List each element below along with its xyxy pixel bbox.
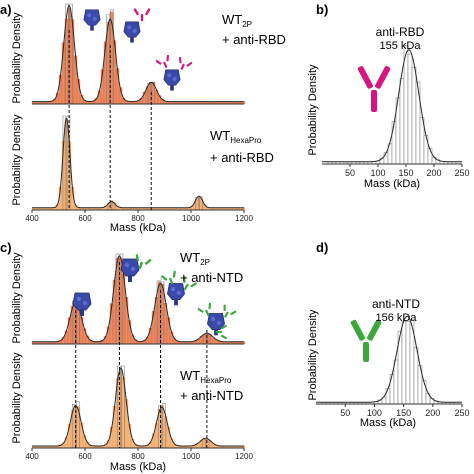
ylabel-a-top: Probability Density [11, 12, 23, 104]
antibody-icon [197, 302, 211, 316]
histogram-bar-d [389, 374, 395, 405]
x-tick-label-d-200: 200 [425, 408, 440, 418]
spike-protein-icon [163, 69, 181, 91]
antibody-icon [161, 270, 176, 285]
histogram-bar-b [399, 78, 405, 165]
histogram-bar-c-bottom [202, 438, 207, 449]
panel-label-c: c) [0, 240, 12, 255]
fit-curve-a-top [32, 4, 244, 103]
title-d: anti-NTD [372, 297, 420, 311]
x-tick-label-a-bottom-1200: 1200 [235, 214, 253, 223]
xlabel-d: Mass (kDa) [360, 417, 416, 429]
histogram-bar-a-bottom [64, 120, 69, 211]
x-tick-label-a-bottom-1000: 1000 [182, 214, 200, 223]
xlabel-b: Mass (kDa) [364, 178, 420, 190]
spike-protein-icon [167, 283, 185, 306]
x-tick-label-d-100: 100 [367, 408, 382, 418]
xlabel-c: Mass (kDa) [110, 461, 166, 473]
fit-curve-d [316, 315, 462, 403]
annotation-c-bottom-line1: WTHexaPro [180, 368, 232, 385]
histogram-bar-b [391, 121, 397, 165]
antibody-icon [179, 56, 193, 70]
histogram-bar-b [411, 66, 417, 165]
ylabel-d: Probability Density [307, 309, 319, 401]
x-tick-label-b-50: 50 [345, 168, 355, 178]
x-tick-label-a-bottom-600: 600 [78, 214, 92, 223]
xlabel-a: Mass (kDa) [110, 222, 166, 234]
histogram-bar-b [427, 148, 433, 165]
x-tick-label-a-bottom-800: 800 [131, 214, 145, 223]
histogram-bar-b [403, 45, 409, 165]
annotation-c-bottom-line2: + anti-NTD [180, 388, 243, 403]
fit-curve-c-top [32, 255, 244, 343]
x-tick-label-d-50: 50 [340, 408, 350, 418]
panel-label-a: a) [0, 2, 12, 17]
subtitle-b: 155 kDa [380, 40, 422, 52]
histogram-bar-d [413, 347, 419, 405]
x-tick-label-d-150: 150 [396, 408, 411, 418]
annotation-c-top-line2: + anti-NTD [180, 270, 243, 285]
antibody-icon [133, 8, 151, 22]
ylabel-b: Probability Density [307, 64, 319, 156]
histogram-bar-a-top [115, 68, 120, 105]
fit-curve-c-bottom [32, 367, 244, 447]
annotation-c-top-line1: WT2P [180, 250, 210, 267]
histogram-bar-d [405, 321, 411, 405]
antibody-icon [183, 276, 197, 291]
spike-protein-icon [83, 9, 101, 31]
histogram-bar-d [393, 359, 399, 405]
x-tick-label-c-bottom-400: 400 [25, 452, 39, 461]
antibody-icon [223, 304, 237, 318]
ylabel-c-top: Probability Density [11, 252, 23, 344]
x-tick-label-c-bottom-1200: 1200 [235, 452, 253, 461]
histogram-bar-d [401, 320, 407, 405]
antibody-icon [350, 319, 382, 362]
histogram-bar-d [385, 388, 391, 405]
icons-layer [72, 8, 391, 362]
x-tick-label-b-200: 200 [426, 168, 441, 178]
spike-protein-icon [72, 292, 92, 316]
ylabel-c-bottom: Probability Density [11, 352, 23, 444]
x-tick-label-b-150: 150 [398, 168, 413, 178]
spike-protein-icon [120, 258, 140, 282]
histogram-bar-b [383, 152, 389, 165]
x-tick-label-b-100: 100 [370, 168, 385, 178]
histogram-bar-d [421, 380, 427, 405]
annotation-a-bottom-line1: WTHexaPro [210, 128, 262, 145]
axes-layer: 400 600 800 1000 1200 400 600 800 1000 1200 50 100 1… [25, 4, 470, 461]
panel-label-d: d) [316, 240, 328, 255]
histogram-bar-c-top [115, 257, 120, 345]
fit-curve-a-bottom [32, 117, 244, 209]
spike-protein-icon [123, 21, 141, 43]
ylabel-a-bottom: Probability Density [11, 114, 23, 206]
title-b: anti-RBD [376, 25, 425, 39]
x-tick-label-a-bottom-400: 400 [25, 214, 39, 223]
histogram-bar-b [407, 53, 413, 165]
annotation-a-top-line1: WT2P [222, 12, 252, 29]
subtitle-d: 156 kDa [376, 312, 418, 324]
annotation-a-bottom-line2: + anti-RBD [210, 150, 274, 165]
antibody-icon [357, 66, 391, 112]
x-tick-label-c-bottom-600: 600 [78, 452, 92, 461]
x-tick-label-b-250: 250 [454, 168, 469, 178]
x-tick-label-c-bottom-800: 800 [131, 452, 145, 461]
fit-curve-b [322, 49, 462, 163]
fills-layer [31, 3, 461, 449]
x-tick-label-d-250: 250 [454, 408, 469, 418]
antibody-icon [215, 324, 227, 340]
annotation-a-top-line2: + anti-RBD [222, 32, 286, 47]
antibody-icon [155, 54, 169, 68]
x-tick-label-c-bottom-1000: 1000 [182, 452, 200, 461]
panel-label-b: b) [316, 2, 328, 17]
antibody-icon [135, 254, 152, 269]
